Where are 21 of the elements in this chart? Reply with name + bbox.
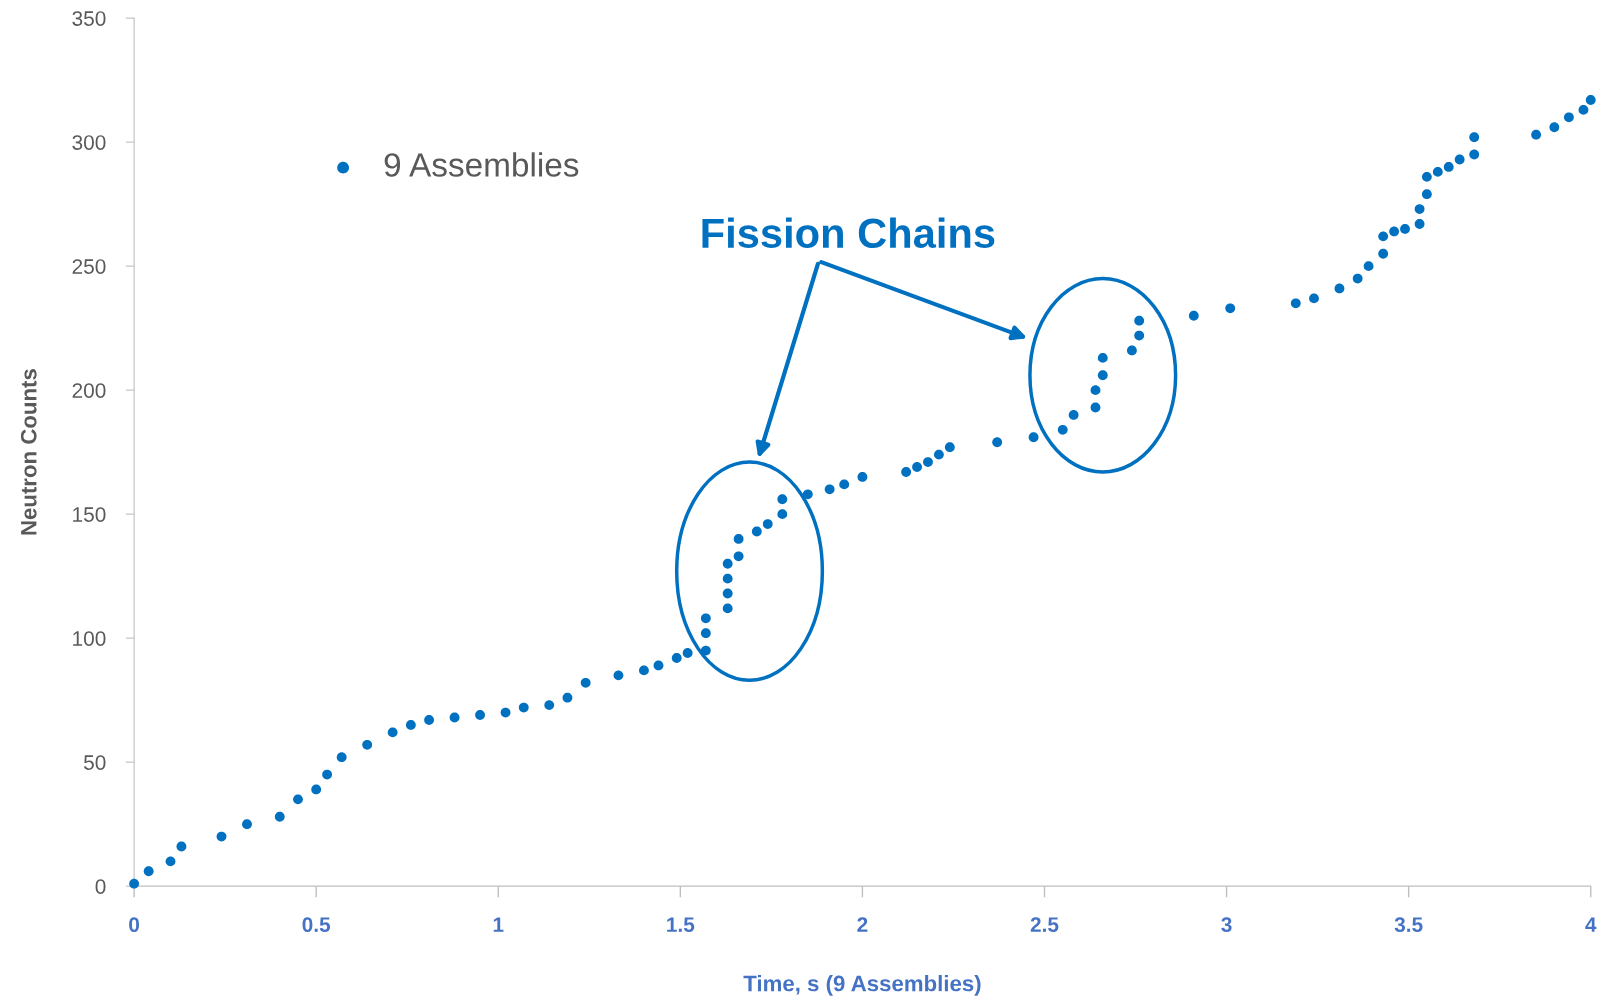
x-tick-label: 1 [493, 917, 504, 932]
y-tick-label: 150 [73, 507, 106, 522]
y-tick-label: 100 [73, 631, 106, 646]
x-tick-label: 3.5 [1394, 917, 1423, 933]
y-tick-label: 200 [72, 383, 106, 398]
y-tick-label: 0 [95, 879, 106, 894]
y-axis-title: Neutron Counts [20, 369, 37, 535]
y-tick-label: 300 [72, 135, 106, 150]
annotation: Fission Chains [702, 217, 995, 249]
x-tick-label: 2 [857, 917, 868, 932]
x-tick-label: 3 [1221, 917, 1232, 933]
x-axis-title: Time, s (9 Assemblies) [743, 975, 981, 996]
y-tick-label: 50 [83, 755, 106, 770]
x-tick-label: 2.5 [1030, 917, 1059, 933]
y-tick-label: 250 [72, 259, 106, 274]
x-tick-label: 0 [129, 917, 140, 933]
y-tick-label: 350 [72, 11, 106, 26]
x-tick-label: 1.5 [667, 917, 695, 933]
x-tick-label: 0.5 [302, 917, 331, 933]
legend-label: 9 Assemblies [384, 152, 579, 177]
x-tick-label: 4 [1585, 917, 1597, 932]
